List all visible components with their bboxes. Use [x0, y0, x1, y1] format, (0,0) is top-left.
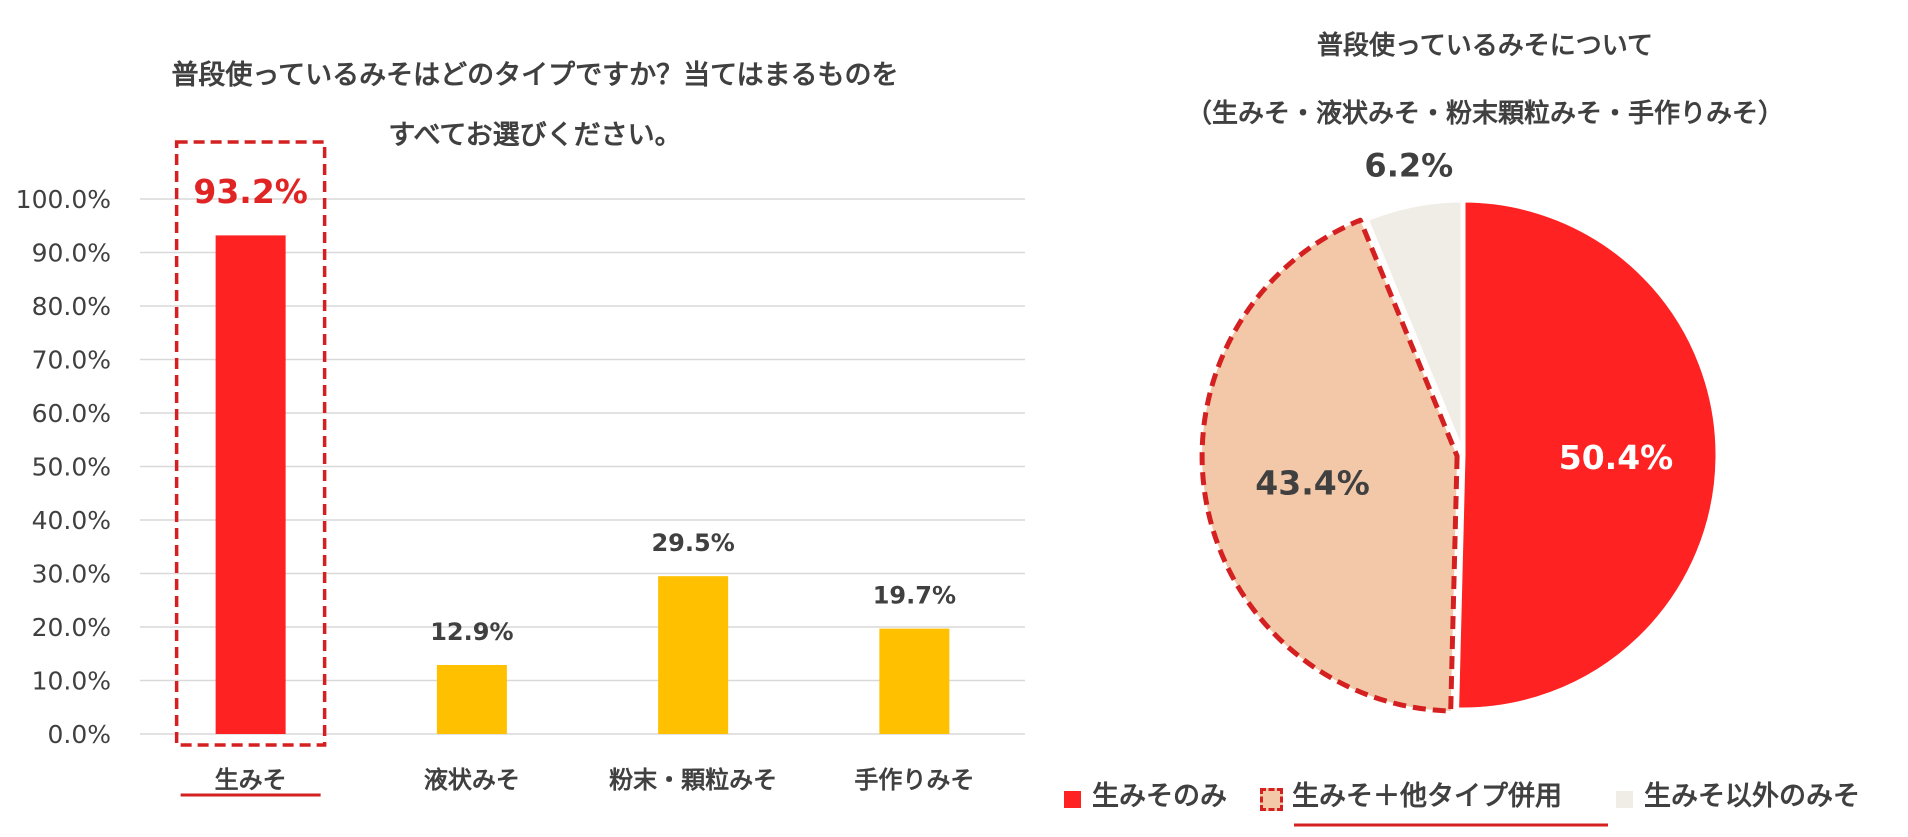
x-tick-label: 生みそ [215, 766, 287, 794]
pie-slice [1199, 217, 1460, 714]
y-tick-label: 100.0% [16, 185, 111, 214]
pie-chart-title-line-1: 普段使っているみそについて [1317, 31, 1653, 61]
legend-label-non-raw: 生みそ以外のみそ [1644, 781, 1860, 812]
y-tick-label: 20.0% [32, 613, 111, 642]
bar-chart-title-line-1: 普段使っているみそはどのタイプですか？当てはまるものを [171, 60, 899, 91]
pie-legend: 生みそのみ 生みそ＋他タイプ併用 生みそ以外のみそ [1060, 772, 1908, 822]
legend-swatch-raw-combined [1260, 788, 1283, 811]
bar-chart-title-line-2: すべてお選びください。 [388, 120, 682, 151]
x-tick-label: 液状みそ [424, 766, 520, 794]
y-tick-label: 0.0% [47, 720, 111, 749]
data-label: 29.5% [651, 529, 734, 557]
y-tick-label: 80.0% [32, 292, 111, 321]
y-tick-label: 30.0% [32, 560, 111, 589]
bar [215, 235, 286, 734]
x-tick-label: 手作りみそ [854, 766, 974, 794]
bar-chart: 普段使っているみそはどのタイプですか？当てはまるものを すべてお選びください。 … [16, 46, 1025, 797]
data-label: 19.7% [873, 582, 956, 610]
y-tick-label: 90.0% [32, 239, 111, 268]
pie-data-label: 6.2% [1364, 146, 1453, 184]
pie-data-label: 50.4% [1559, 438, 1674, 477]
bar [879, 628, 950, 734]
y-tick-label: 40.0% [32, 506, 111, 535]
pie-slice [1363, 197, 1466, 458]
pie-chart: 普段使っているみそについて （生みそ・液状みそ・粉末顆粒みそ・手作りみそ） 50… [1060, 0, 1908, 837]
bar-chart-title: 普段使っているみそはどのタイプですか？当てはまるものを すべてお選びください。 [60, 46, 1010, 166]
highlight-box [174, 140, 327, 747]
bar [658, 576, 729, 734]
pie-slice [1454, 197, 1721, 713]
data-label: 12.9% [430, 618, 513, 646]
legend-swatch-non-raw [1616, 791, 1633, 808]
y-tick-label: 10.0% [32, 667, 111, 696]
bar [436, 664, 507, 734]
y-tick-label: 50.0% [32, 453, 111, 482]
bar-chart-plot: 0.0% 10.0% 20.0% 30.0% 40.0% 50.0% 60.0% 70.0% 8… [16, 140, 1025, 797]
pie-data-label: 43.4% [1255, 464, 1370, 503]
pie-chart-title: 普段使っているみそについて （生みそ・液状みそ・粉末顆粒みそ・手作りみそ） [1100, 12, 1870, 148]
data-label: 93.2% [193, 172, 308, 211]
x-tick-label: 粉末・顆粒みそ [609, 766, 777, 794]
pie-chart-plot: 50.4% 43.4% 6.2% [1199, 146, 1721, 714]
y-tick-label: 60.0% [32, 399, 111, 428]
y-tick-label: 70.0% [32, 346, 111, 375]
legend-label-raw-only: 生みそのみ [1092, 781, 1227, 812]
legend-label-raw-combined: 生みそ＋他タイプ併用 [1292, 781, 1562, 812]
legend-swatch-raw-only [1064, 791, 1081, 808]
pie-chart-title-line-2: （生みそ・液状みそ・粉末顆粒みそ・手作りみそ） [1185, 99, 1784, 129]
